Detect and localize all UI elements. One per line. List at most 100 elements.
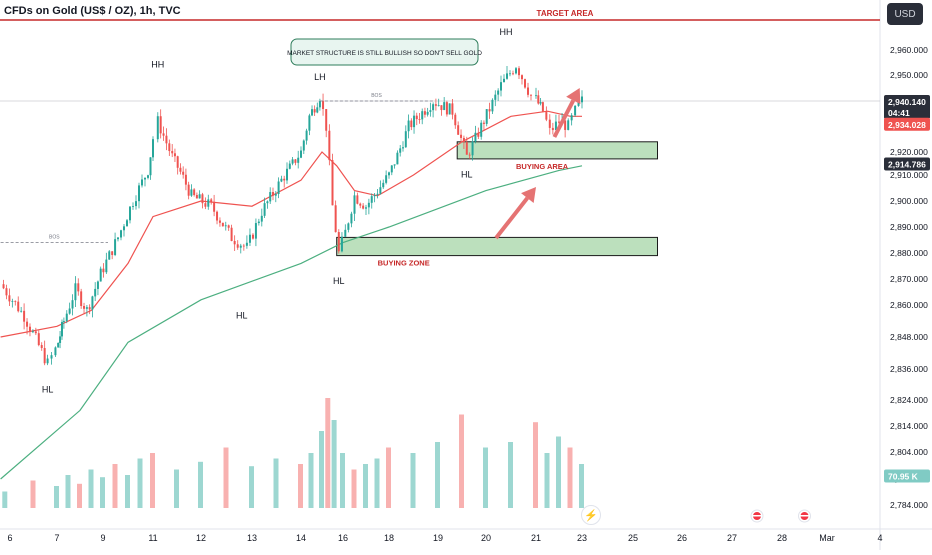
candle-body [14, 300, 17, 302]
candle-body [365, 207, 367, 209]
candle [524, 78, 526, 89]
candle [291, 156, 294, 166]
candle-body [477, 132, 480, 137]
candle-body [359, 203, 362, 206]
candle-body [521, 75, 523, 80]
candle-body [376, 193, 379, 195]
candle-body [344, 229, 347, 237]
candle-body [179, 167, 182, 172]
candle-body [248, 234, 251, 243]
candle [313, 105, 316, 116]
candle-body [418, 119, 421, 120]
candle-body [468, 154, 471, 156]
candle-body [515, 68, 517, 74]
candle-body [201, 194, 204, 204]
candle [373, 192, 376, 203]
candle-body [274, 194, 277, 196]
y-tick-label: 2,880.000 [890, 248, 928, 258]
candle-body [91, 296, 94, 310]
candle [515, 66, 517, 75]
candle-body [426, 111, 429, 115]
candle [280, 175, 283, 183]
candle-body [494, 94, 497, 100]
badge-bg [884, 157, 930, 171]
x-tick-label: 28 [777, 533, 787, 543]
candle-body [300, 150, 302, 158]
candle [509, 70, 511, 77]
arrow-to-target [552, 88, 581, 138]
candle [426, 107, 429, 117]
volume-bar [386, 447, 391, 508]
candle [28, 323, 31, 337]
candle [34, 327, 37, 336]
candle-body [5, 288, 8, 296]
volume-bar [223, 447, 229, 508]
candle [434, 98, 437, 111]
candle [156, 112, 159, 143]
candle [494, 90, 497, 107]
candle [274, 190, 277, 203]
candles-layer [2, 65, 583, 366]
candle-body [74, 283, 77, 301]
candle-body [37, 333, 40, 346]
candle-body [111, 251, 114, 255]
candle-body [60, 322, 63, 337]
candle-body [31, 331, 34, 333]
candle-body [509, 73, 511, 75]
candle-body [518, 68, 520, 76]
candle [114, 232, 117, 257]
candle [541, 101, 544, 113]
candle-body [541, 102, 544, 112]
x-tick-label: 6 [7, 533, 12, 543]
candle [485, 109, 488, 127]
candle-body [126, 220, 128, 227]
candle-body [410, 120, 413, 128]
candle-body [471, 141, 474, 156]
candle [393, 164, 396, 169]
candle-body [432, 104, 435, 111]
volume-bar [150, 453, 155, 508]
candle [40, 342, 43, 351]
candle [570, 113, 573, 126]
candle-body [254, 223, 257, 239]
candle [224, 221, 227, 231]
candle [201, 192, 204, 209]
candle [31, 329, 34, 334]
volume-bar [579, 464, 584, 508]
candle-body [445, 102, 448, 115]
ema-fast-badge: 2,934.028 [884, 117, 930, 131]
annotations-layer: TARGET AREA BUYING AREA BUYING ZONE BOS BOS H… [0, 9, 880, 394]
candle [83, 302, 86, 315]
candle [448, 103, 451, 115]
candle-body [165, 135, 168, 144]
candle [325, 109, 328, 138]
currency-button[interactable]: USD [887, 3, 923, 25]
candle-body [239, 245, 242, 248]
market-structure-note: MARKET STRUCTURE IS STILL BULLISH SO DON… [287, 38, 482, 66]
candle [26, 318, 29, 335]
volume-bar [544, 453, 550, 508]
candle [497, 88, 500, 101]
candle-body [491, 99, 494, 112]
candle [60, 319, 63, 340]
candle-body [218, 220, 221, 223]
candle-body [96, 281, 99, 289]
us-event-icon [798, 509, 811, 523]
y-tick-label: 2,900.000 [890, 196, 928, 206]
y-tick-label: 2,860.000 [890, 300, 928, 310]
candle [91, 295, 94, 318]
x-tick-label: 27 [727, 533, 737, 543]
candle-body [337, 232, 340, 252]
flag-stripe [753, 515, 761, 517]
buying-zone [336, 236, 658, 257]
candle [171, 144, 174, 158]
y-tick-label: 2,814.000 [890, 421, 928, 431]
tradingview-logo-icon[interactable]: ⚡ [581, 505, 601, 525]
volume-bar [112, 464, 118, 508]
candle [385, 170, 388, 185]
candle [390, 165, 393, 176]
candle-body [581, 96, 583, 103]
volume-bar [508, 442, 513, 508]
